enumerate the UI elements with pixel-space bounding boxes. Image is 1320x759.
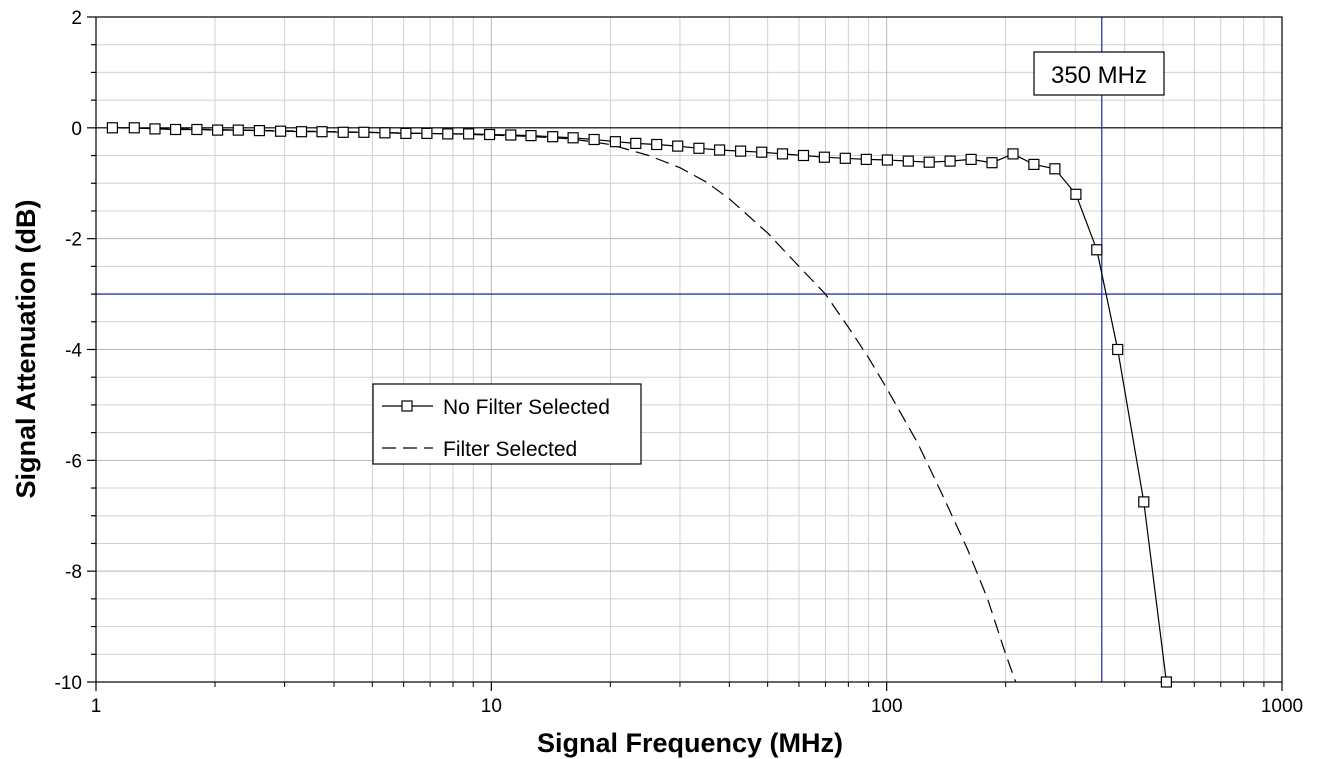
x-tick-labels: 1 10 100 1000 [91,696,1303,717]
data-point-no-filter [232,124,244,136]
data-point-no-filter [275,125,287,137]
data-point-no-filter [128,122,140,134]
data-point-no-filter [337,126,349,138]
data-point-no-filter [944,155,956,167]
data-point-no-filter [1070,188,1082,200]
data-point-no-filter [149,123,161,135]
data-point-no-filter [713,144,726,156]
data-point-no-filter [1007,148,1019,160]
series-no-filter [106,122,1173,688]
legend-marker-no-filter [401,400,413,412]
data-point-no-filter [1049,163,1061,175]
series-line-filter-selected [112,127,1017,683]
data-point-no-filter [400,127,412,139]
data-point-no-filter [881,154,894,166]
data-point-no-filter [1028,158,1040,170]
data-point-no-filter [734,145,747,157]
data-point-no-filter [986,157,998,169]
data-point-no-filter [442,128,454,140]
y-tick-label: -8 [65,562,82,583]
data-point-no-filter [547,131,559,143]
data-point-no-filter [839,152,851,164]
data-point-no-filter [170,123,182,136]
data-point-no-filter [860,153,872,165]
x-tick-label: 1 [91,696,102,717]
data-point-no-filter [672,140,684,152]
y-axis-title: Signal Attenuation (dB) [11,200,41,499]
data-point-no-filter [756,146,768,158]
grid-major [95,16,1282,683]
data-point-no-filter [295,126,308,138]
axis-ticks [87,16,1283,691]
data-point-no-filter [630,137,642,149]
data-point-no-filter [902,155,914,167]
data-point-no-filter [1091,244,1103,256]
data-point-no-filter [421,127,433,139]
data-point-no-filter [106,122,119,134]
data-point-no-filter [588,133,600,146]
data-point-no-filter [1112,343,1124,356]
legend: No Filter Selected Filter Selected [372,383,642,465]
data-point-no-filter [818,151,831,163]
y-tick-label: 2 [71,8,82,29]
x-tick-label: 10 [481,696,502,717]
data-point-no-filter [463,128,475,140]
annotation-label: 350 MHz [1051,62,1147,89]
data-point-no-filter [1138,496,1150,508]
data-point-no-filter [484,128,496,141]
data-point-no-filter [379,127,391,139]
legend-frame [372,383,642,465]
data-point-no-filter [797,149,810,162]
y-tick-label: 0 [71,119,82,140]
y-tick-label: -6 [65,451,82,472]
data-point-no-filter [693,142,705,154]
series-filter-selected [112,127,1017,683]
data-point-no-filter [253,124,265,137]
y-tick-label: -4 [65,341,82,362]
data-point-no-filter [923,156,935,168]
data-point-no-filter [212,124,224,136]
y-tick-labels: 2 0 -2 -4 -6 -8 -10 [55,8,83,694]
data-point-no-filter [776,148,789,160]
x-tick-label: 1000 [1261,696,1303,717]
data-point-no-filter [965,153,977,165]
data-point-no-filter [525,130,537,142]
reference-lines [96,17,1282,682]
y-tick-label: -10 [55,673,82,694]
data-point-no-filter [191,123,203,136]
y-tick-label: -2 [65,230,82,251]
data-point-no-filter [609,136,622,148]
annotation-box: 350 MHz [1033,51,1165,96]
data-point-no-filter [1160,676,1173,688]
data-point-no-filter [316,126,328,138]
legend-label-no-filter: No Filter Selected [443,396,610,419]
annotation-frame [1033,51,1165,96]
legend-label-filter: Filter Selected [443,438,577,461]
data-point-no-filter [567,132,579,144]
data-point-no-filter [505,129,517,141]
x-axis-title: Signal Frequency (MHz) [537,728,843,758]
x-tick-label: 100 [871,696,903,717]
data-point-no-filter [358,126,370,138]
data-point-no-filter [651,138,663,151]
